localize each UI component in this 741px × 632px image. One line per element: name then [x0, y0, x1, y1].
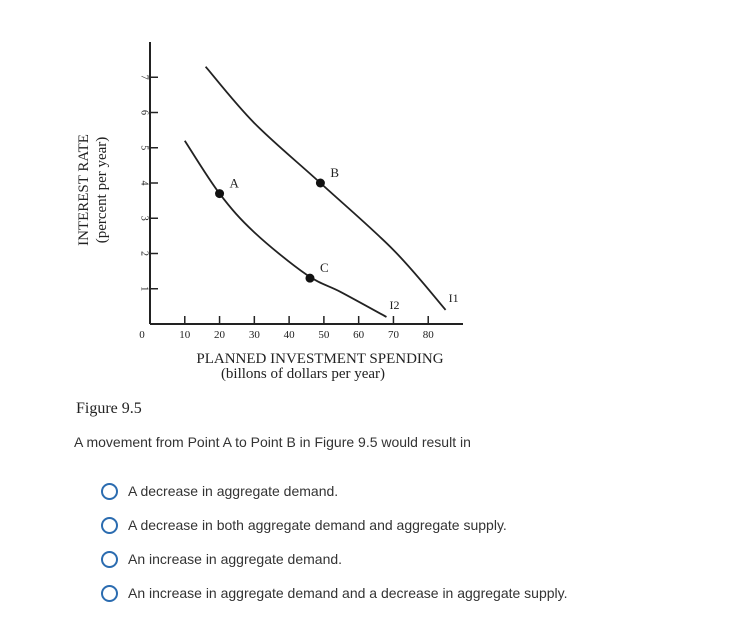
point-label-c: C: [320, 260, 329, 275]
point-a: [215, 189, 225, 199]
origin-label: 0: [139, 329, 145, 341]
y-tick-label: 3: [139, 216, 150, 221]
chart-curves: I1 I2: [184, 66, 459, 318]
x-tick-label: 30: [249, 329, 261, 341]
option-label: A decrease in aggregate demand.: [128, 483, 339, 499]
point-b: [315, 178, 325, 188]
answer-options: A decrease in aggregate demand. A decrea…: [101, 474, 568, 610]
y-axis-sublabel: (percent per year): [94, 137, 110, 244]
option-3[interactable]: An increase in aggregate demand.: [101, 542, 568, 576]
question-text: A movement from Point A to Point B in Fi…: [74, 434, 471, 450]
y-tick-label: 7: [139, 75, 150, 80]
y-tick-label: 6: [139, 110, 150, 115]
option-4[interactable]: An increase in aggregate demand and a de…: [101, 576, 568, 610]
point-label-b: B: [330, 165, 339, 180]
chart-ticks: 10 20 30 40 50 60 70 80 1 2 3 4 5 6 7: [139, 75, 435, 341]
option-2[interactable]: A decrease in both aggregate demand and …: [101, 508, 568, 542]
y-tick-label: 4: [139, 181, 150, 186]
x-axis-label: PLANNED INVESTMENT SPENDING: [196, 351, 443, 367]
y-tick-label: 5: [139, 145, 150, 150]
point-c: [305, 273, 315, 283]
x-tick-label: 60: [353, 329, 365, 341]
radio-icon[interactable]: [101, 516, 118, 534]
chart-axes: [149, 42, 463, 325]
x-tick-label: 10: [179, 329, 191, 341]
chart-points: A B C: [215, 165, 339, 283]
radio-icon[interactable]: [101, 584, 118, 602]
point-label-a: A: [230, 176, 240, 191]
option-label: An increase in aggregate demand and a de…: [128, 585, 568, 601]
curve-label-i2: I2: [389, 298, 399, 312]
y-tick-label: 1: [139, 286, 150, 291]
x-tick-label: 50: [318, 329, 330, 341]
curve-i2: [184, 140, 387, 318]
curve-label-i1: I1: [449, 291, 459, 305]
x-axis-sublabel: (billons of dollars per year): [221, 366, 385, 382]
y-axis-label: INTEREST RATE: [76, 134, 92, 246]
option-label: An increase in aggregate demand.: [128, 551, 343, 567]
radio-icon[interactable]: [101, 482, 118, 500]
option-1[interactable]: A decrease in aggregate demand.: [101, 474, 568, 508]
option-label: A decrease in both aggregate demand and …: [128, 517, 507, 533]
y-tick-label: 2: [139, 251, 150, 256]
x-tick-label: 20: [214, 329, 226, 341]
x-tick-label: 70: [388, 329, 400, 341]
investment-chart: 10 20 30 40 50 60 70 80 1 2 3 4 5 6 7 I1 I2 A B C INTERES…: [76, 42, 463, 382]
x-tick-label: 80: [423, 329, 435, 341]
radio-icon[interactable]: [101, 550, 118, 568]
figure-title: Figure 9.5: [76, 400, 142, 417]
x-tick-label: 40: [284, 329, 296, 341]
